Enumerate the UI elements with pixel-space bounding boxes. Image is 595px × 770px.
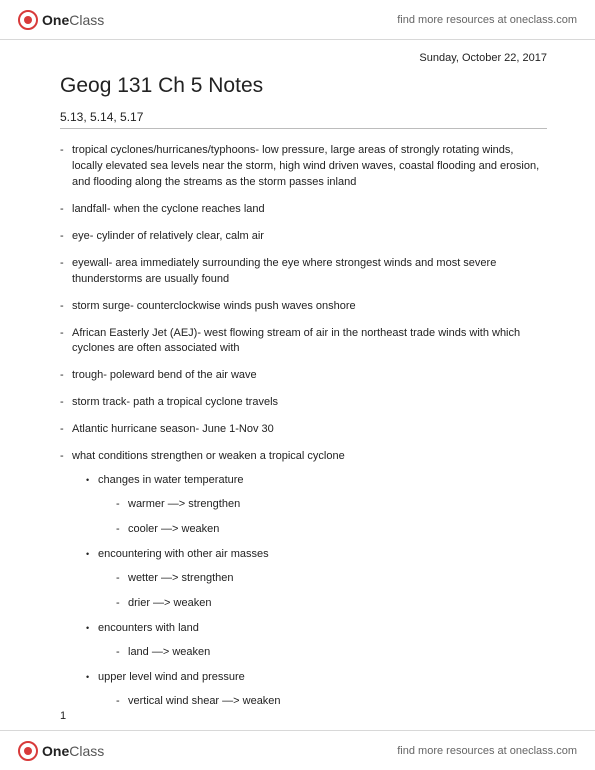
brand-light: Class [69, 12, 104, 28]
condition-detail-list: vertical wind shear —> weaken [98, 694, 547, 710]
note-item: Atlantic hurricane season- June 1-Nov 30 [60, 422, 547, 438]
note-item: storm surge- counterclockwise winds push… [60, 299, 547, 315]
note-item-conditions: what conditions strengthen or weaken a t… [60, 449, 547, 709]
header-resources-link[interactable]: find more resources at oneclass.com [397, 14, 577, 26]
condition-item: changes in water temperaturewarmer —> st… [86, 473, 547, 538]
condition-detail-list: land —> weaken [98, 645, 547, 661]
condition-detail: drier —> weaken [116, 596, 547, 612]
page-body: Sunday, October 22, 2017 Geog 131 Ch 5 N… [60, 52, 547, 718]
section-subhead: 5.13, 5.14, 5.17 [60, 110, 547, 129]
brand-bold-footer: One [42, 743, 69, 759]
conditions-list: changes in water temperaturewarmer —> st… [72, 473, 547, 709]
document-date: Sunday, October 22, 2017 [60, 52, 547, 64]
condition-detail: vertical wind shear —> weaken [116, 694, 547, 710]
page-number: 1 [60, 710, 66, 722]
footer-bar: OneClass find more resources at oneclass… [0, 730, 595, 770]
condition-detail: cooler —> weaken [116, 522, 547, 538]
condition-detail: land —> weaken [116, 645, 547, 661]
brand-logo-icon [18, 10, 38, 30]
notes-list: tropical cyclones/hurricanes/typhoons- l… [60, 143, 547, 710]
note-item: tropical cyclones/hurricanes/typhoons- l… [60, 143, 547, 191]
note-item: African Easterly Jet (AEJ)- west flowing… [60, 326, 547, 358]
note-item: eye- cylinder of relatively clear, calm … [60, 229, 547, 245]
condition-detail-list: warmer —> strengthen cooler —> weaken [98, 497, 547, 538]
brand-logo-text: OneClass [42, 12, 104, 28]
note-item: eyewall- area immediately surrounding th… [60, 256, 547, 288]
condition-detail: warmer —> strengthen [116, 497, 547, 513]
footer-resources-link[interactable]: find more resources at oneclass.com [397, 745, 577, 757]
brand-logo: OneClass [18, 10, 104, 30]
condition-detail-list: wetter —> strengthen drier —> weaken [98, 571, 547, 612]
note-item: landfall- when the cyclone reaches land [60, 202, 547, 218]
brand-logo-icon-footer [18, 741, 38, 761]
condition-item: upper level wind and pressurevertical wi… [86, 670, 547, 710]
condition-item: encounters with landland —> weaken [86, 621, 547, 661]
note-item: storm track- path a tropical cyclone tra… [60, 395, 547, 411]
brand-logo-footer: OneClass [18, 741, 104, 761]
brand-bold: One [42, 12, 69, 28]
brand-logo-text-footer: OneClass [42, 743, 104, 759]
condition-item: encountering with other air masseswetter… [86, 547, 547, 612]
page-title: Geog 131 Ch 5 Notes [60, 74, 547, 98]
note-item: trough- poleward bend of the air wave [60, 368, 547, 384]
brand-light-footer: Class [69, 743, 104, 759]
condition-detail: wetter —> strengthen [116, 571, 547, 587]
header-bar: OneClass find more resources at oneclass… [0, 0, 595, 40]
